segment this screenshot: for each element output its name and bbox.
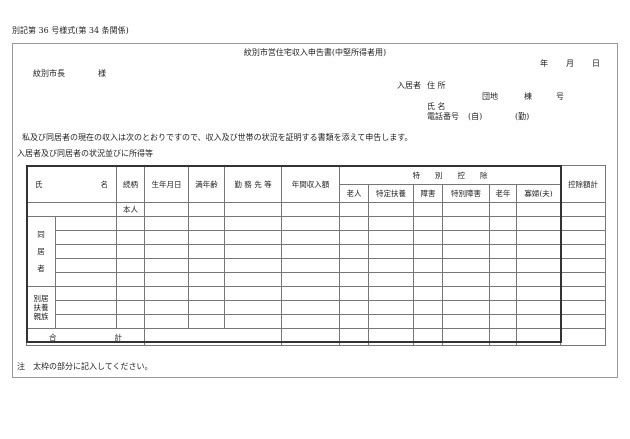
table-row-dependent	[27, 314, 607, 329]
name-label: 氏 名	[427, 102, 446, 111]
header-relation: 続柄	[116, 165, 145, 203]
phone-home-label: (自)	[468, 112, 483, 121]
table-row-cohabitant	[27, 244, 607, 259]
table-row-self: 本人	[26, 202, 607, 217]
header-age: 満年齢	[188, 165, 225, 203]
sub-header: 老人	[339, 184, 369, 203]
date-month-label: 月	[566, 59, 574, 68]
header-work: 勤 務 先 等	[224, 165, 282, 203]
header-special-deduction: 特 別 控 除	[338, 165, 562, 185]
header-income: 年間収入額	[281, 165, 340, 203]
self-label: 本人	[116, 202, 145, 217]
table-row-cohabitant	[27, 272, 607, 287]
header-name: 氏名	[26, 165, 117, 203]
date-day-label: 日	[592, 59, 600, 68]
danchi-label: 団地	[482, 92, 498, 101]
date-year-label: 年	[540, 59, 548, 68]
table-row-cohabitant	[27, 258, 607, 273]
sub-header: 特別障害	[442, 184, 490, 203]
phone-label: 電話番号	[427, 112, 459, 121]
address-label: 住 所	[427, 81, 446, 90]
form-title: 紋別市営住宅収入申告書(中堅所得者用)	[243, 48, 387, 57]
table-row-dependent: 別居 扶養 親族	[26, 286, 607, 329]
form-number: 別記第 36 号様式(第 34 条関係)	[12, 26, 129, 35]
dependent-label: 別居 扶養 親族	[26, 286, 56, 329]
statement: 私及び同居者の現在の収入は次のとおりですので、収入及び世帯の状況を証明する書類を…	[22, 133, 413, 142]
header-birth: 生年月日	[144, 165, 189, 203]
form-frame	[12, 43, 618, 378]
phone-work-label: (勤)	[515, 112, 530, 121]
sub-header: 特定扶養	[368, 184, 414, 203]
total-label: 合計	[26, 328, 145, 346]
sub-header: 障害	[413, 184, 443, 203]
table-row-cohabitant: 同 居 者	[26, 216, 607, 287]
addressee-name: 紋別市長	[33, 69, 65, 78]
table-row-total: 合計	[26, 328, 607, 346]
income-table: 氏名 続柄 生年月日 満年齢 勤 務 先 等 年間収入額 特 別 控 除 控除額…	[26, 165, 607, 346]
cohabitant-label: 同 居 者	[26, 216, 56, 287]
addressee-honorific: 様	[98, 69, 106, 78]
header-total-deduction: 控除額計	[560, 165, 607, 203]
sub-header: 寡婦(夫)	[515, 184, 562, 203]
sub-header: 老年	[489, 184, 517, 203]
gou-label: 号	[556, 92, 564, 101]
applicant-label: 入居者	[397, 81, 421, 90]
tou-label: 棟	[524, 92, 532, 101]
section-label: 入居者及び同居者の状況並びに所得等	[17, 149, 153, 158]
table-row-cohabitant	[27, 230, 607, 245]
table-row-dependent	[27, 300, 607, 315]
note: 注 太枠の部分に記入してください。	[17, 362, 153, 371]
